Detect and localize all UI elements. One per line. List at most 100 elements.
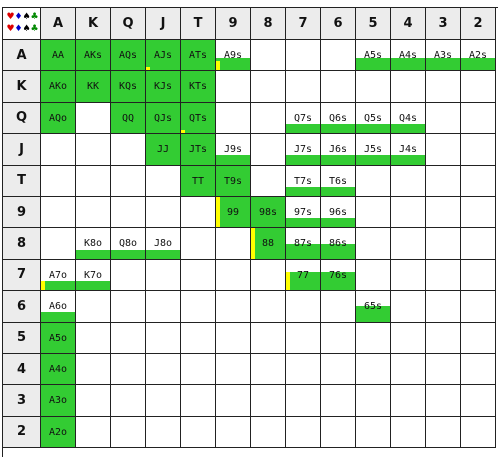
hand-cell-A5o[interactable]: A5o — [41, 322, 76, 354]
hand-cell-empty[interactable] — [321, 40, 356, 72]
hand-cell-empty[interactable] — [251, 71, 286, 103]
hand-cell-K8o[interactable]: K8o — [76, 228, 111, 260]
hand-cell-empty[interactable] — [41, 134, 76, 166]
hand-cell-86s[interactable]: 86s — [321, 228, 356, 260]
hand-cell-empty[interactable] — [216, 353, 251, 386]
hand-cell-empty[interactable] — [251, 102, 286, 135]
hand-cell-empty[interactable] — [321, 291, 356, 323]
hand-cell-empty[interactable] — [286, 353, 321, 386]
hand-cell-empty[interactable] — [356, 385, 391, 417]
hand-cell-empty[interactable] — [111, 165, 146, 197]
hand-cell-empty[interactable] — [181, 291, 216, 323]
hand-cell-empty[interactable] — [321, 353, 356, 386]
hand-cell-T7s[interactable]: T7s — [286, 165, 321, 197]
hand-cell-TT[interactable]: TT — [181, 165, 216, 197]
hand-cell-empty[interactable] — [111, 353, 146, 386]
hand-cell-empty[interactable] — [461, 196, 496, 229]
hand-cell-empty[interactable] — [391, 385, 426, 417]
hand-cell-empty[interactable] — [181, 353, 216, 386]
hand-cell-77[interactable]: 77 — [286, 259, 321, 292]
hand-cell-empty[interactable] — [216, 322, 251, 354]
hand-cell-76s[interactable]: 76s — [321, 259, 356, 292]
hand-cell-A2o[interactable]: A2o — [41, 416, 76, 449]
hand-cell-empty[interactable] — [76, 102, 111, 135]
hand-cell-A3o[interactable]: A3o — [41, 385, 76, 417]
hand-cell-empty[interactable] — [286, 416, 321, 449]
hand-cell-empty[interactable] — [251, 291, 286, 323]
hand-cell-QTs[interactable]: QTs — [181, 102, 216, 135]
hand-cell-empty[interactable] — [461, 102, 496, 135]
hand-cell-empty[interactable] — [146, 353, 181, 386]
hand-cell-empty[interactable] — [111, 322, 146, 354]
hand-cell-Q5s[interactable]: Q5s — [356, 102, 391, 135]
hand-cell-65s[interactable]: 65s — [356, 291, 391, 323]
hand-cell-empty[interactable] — [111, 196, 146, 229]
hand-cell-98s[interactable]: 98s — [251, 196, 286, 229]
hand-cell-empty[interactable] — [356, 353, 391, 386]
hand-cell-empty[interactable] — [76, 416, 111, 449]
hand-cell-K7o[interactable]: K7o — [76, 259, 111, 292]
hand-cell-J8o[interactable]: J8o — [146, 228, 181, 260]
hand-cell-empty[interactable] — [76, 322, 111, 354]
hand-cell-empty[interactable] — [356, 165, 391, 197]
hand-cell-empty[interactable] — [111, 291, 146, 323]
hand-cell-empty[interactable] — [461, 416, 496, 449]
hand-cell-empty[interactable] — [391, 165, 426, 197]
hand-cell-empty[interactable] — [391, 291, 426, 323]
hand-cell-empty[interactable] — [216, 416, 251, 449]
hand-cell-empty[interactable] — [461, 322, 496, 354]
hand-cell-ATs[interactable]: ATs — [181, 40, 216, 72]
hand-cell-empty[interactable] — [461, 228, 496, 260]
hand-cell-empty[interactable] — [216, 102, 251, 135]
hand-cell-empty[interactable] — [251, 322, 286, 354]
hand-cell-empty[interactable] — [251, 385, 286, 417]
hand-cell-99[interactable]: 99 — [216, 196, 251, 229]
hand-cell-empty[interactable] — [426, 353, 461, 386]
hand-cell-empty[interactable] — [76, 165, 111, 197]
hand-cell-T6s[interactable]: T6s — [321, 165, 356, 197]
hand-cell-empty[interactable] — [426, 416, 461, 449]
hand-cell-empty[interactable] — [181, 385, 216, 417]
hand-cell-empty[interactable] — [321, 322, 356, 354]
hand-cell-empty[interactable] — [41, 196, 76, 229]
hand-cell-A3s[interactable]: A3s — [426, 40, 461, 72]
hand-cell-KK[interactable]: KK — [76, 71, 111, 103]
hand-cell-empty[interactable] — [181, 259, 216, 292]
hand-cell-AQs[interactable]: AQs — [111, 40, 146, 72]
hand-cell-J6s[interactable]: J6s — [321, 134, 356, 166]
hand-cell-JJ[interactable]: JJ — [146, 134, 181, 166]
hand-cell-A4s[interactable]: A4s — [391, 40, 426, 72]
hand-cell-empty[interactable] — [426, 134, 461, 166]
hand-cell-empty[interactable] — [251, 134, 286, 166]
hand-cell-AKs[interactable]: AKs — [76, 40, 111, 72]
hand-cell-empty[interactable] — [146, 165, 181, 197]
hand-cell-AKo[interactable]: AKo — [41, 71, 76, 103]
hand-cell-empty[interactable] — [461, 134, 496, 166]
hand-cell-empty[interactable] — [461, 259, 496, 292]
hand-cell-AA[interactable]: AA — [41, 40, 76, 72]
hand-cell-empty[interactable] — [461, 71, 496, 103]
hand-cell-96s[interactable]: 96s — [321, 196, 356, 229]
hand-cell-A5s[interactable]: A5s — [356, 40, 391, 72]
hand-cell-empty[interactable] — [76, 353, 111, 386]
hand-cell-KJs[interactable]: KJs — [146, 71, 181, 103]
hand-cell-empty[interactable] — [111, 385, 146, 417]
hand-cell-empty[interactable] — [356, 196, 391, 229]
hand-cell-J7s[interactable]: J7s — [286, 134, 321, 166]
hand-cell-AJs[interactable]: AJs — [146, 40, 181, 72]
hand-cell-Q6s[interactable]: Q6s — [321, 102, 356, 135]
hand-cell-empty[interactable] — [76, 385, 111, 417]
hand-cell-empty[interactable] — [461, 165, 496, 197]
hand-cell-empty[interactable] — [251, 165, 286, 197]
hand-cell-empty[interactable] — [356, 416, 391, 449]
hand-cell-empty[interactable] — [146, 385, 181, 417]
hand-cell-empty[interactable] — [286, 385, 321, 417]
hand-cell-empty[interactable] — [461, 291, 496, 323]
hand-cell-empty[interactable] — [461, 385, 496, 417]
hand-cell-A7o[interactable]: A7o — [41, 259, 76, 292]
hand-cell-empty[interactable] — [111, 134, 146, 166]
hand-cell-empty[interactable] — [146, 291, 181, 323]
hand-cell-KQs[interactable]: KQs — [111, 71, 146, 103]
hand-cell-empty[interactable] — [111, 259, 146, 292]
hand-cell-empty[interactable] — [391, 228, 426, 260]
